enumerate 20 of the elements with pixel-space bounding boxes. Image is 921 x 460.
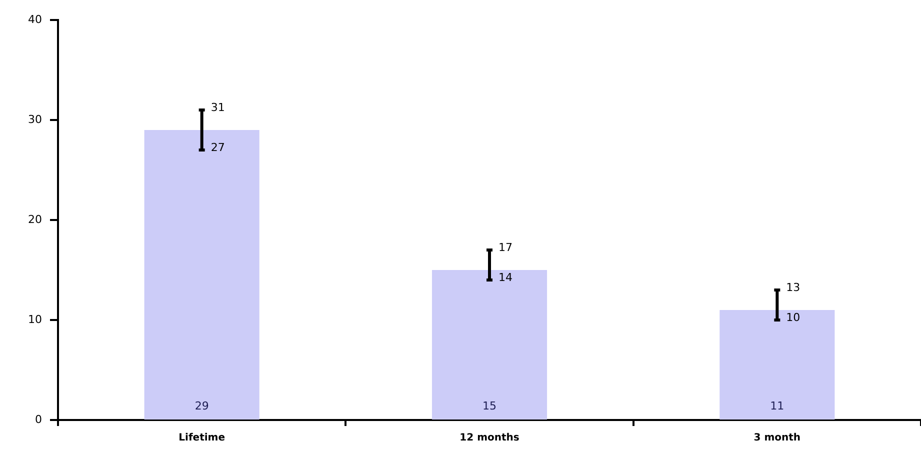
annotation: 27 [210,140,225,154]
data-label: 29 [194,399,209,412]
bar [720,310,835,420]
annotation: 13 [786,280,800,294]
x-tick-label: Lifetime [178,432,226,444]
y-tick-label: 10 [28,312,42,326]
annotation: 14 [498,270,512,284]
annotation: 31 [210,100,225,114]
annotation: 10 [786,310,800,324]
annotation: 17 [498,240,512,254]
data-label: 11 [770,399,784,412]
x-tick-label: 12 months [460,432,520,444]
x-tick-label: 3 month [754,432,801,444]
y-tick-label: 0 [34,412,42,426]
y-tick-label: 40 [28,12,42,26]
y-tick-label: 30 [28,112,42,126]
bar [144,130,260,420]
y-tick-label: 20 [28,212,42,226]
bar [432,270,548,420]
data-label: 15 [482,399,496,412]
